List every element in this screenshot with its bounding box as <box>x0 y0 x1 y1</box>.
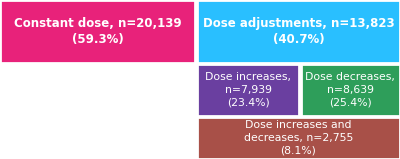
Text: Dose increases and
decreases, n=2,755
(8.1%): Dose increases and decreases, n=2,755 (8… <box>244 120 353 156</box>
Bar <box>301 64 400 116</box>
Text: Dose adjustments, n=13,823
(40.7%): Dose adjustments, n=13,823 (40.7%) <box>202 17 394 46</box>
Bar <box>197 64 299 116</box>
Text: Dose increases,
n=7,939
(23.4%): Dose increases, n=7,939 (23.4%) <box>205 72 291 108</box>
Text: Dose decreases,
n=8,639
(25.4%): Dose decreases, n=8,639 (25.4%) <box>306 72 395 108</box>
Bar <box>197 117 400 159</box>
Bar <box>197 0 400 63</box>
Bar <box>0 0 195 63</box>
Text: Constant dose, n=20,139
(59.3%): Constant dose, n=20,139 (59.3%) <box>14 17 182 46</box>
